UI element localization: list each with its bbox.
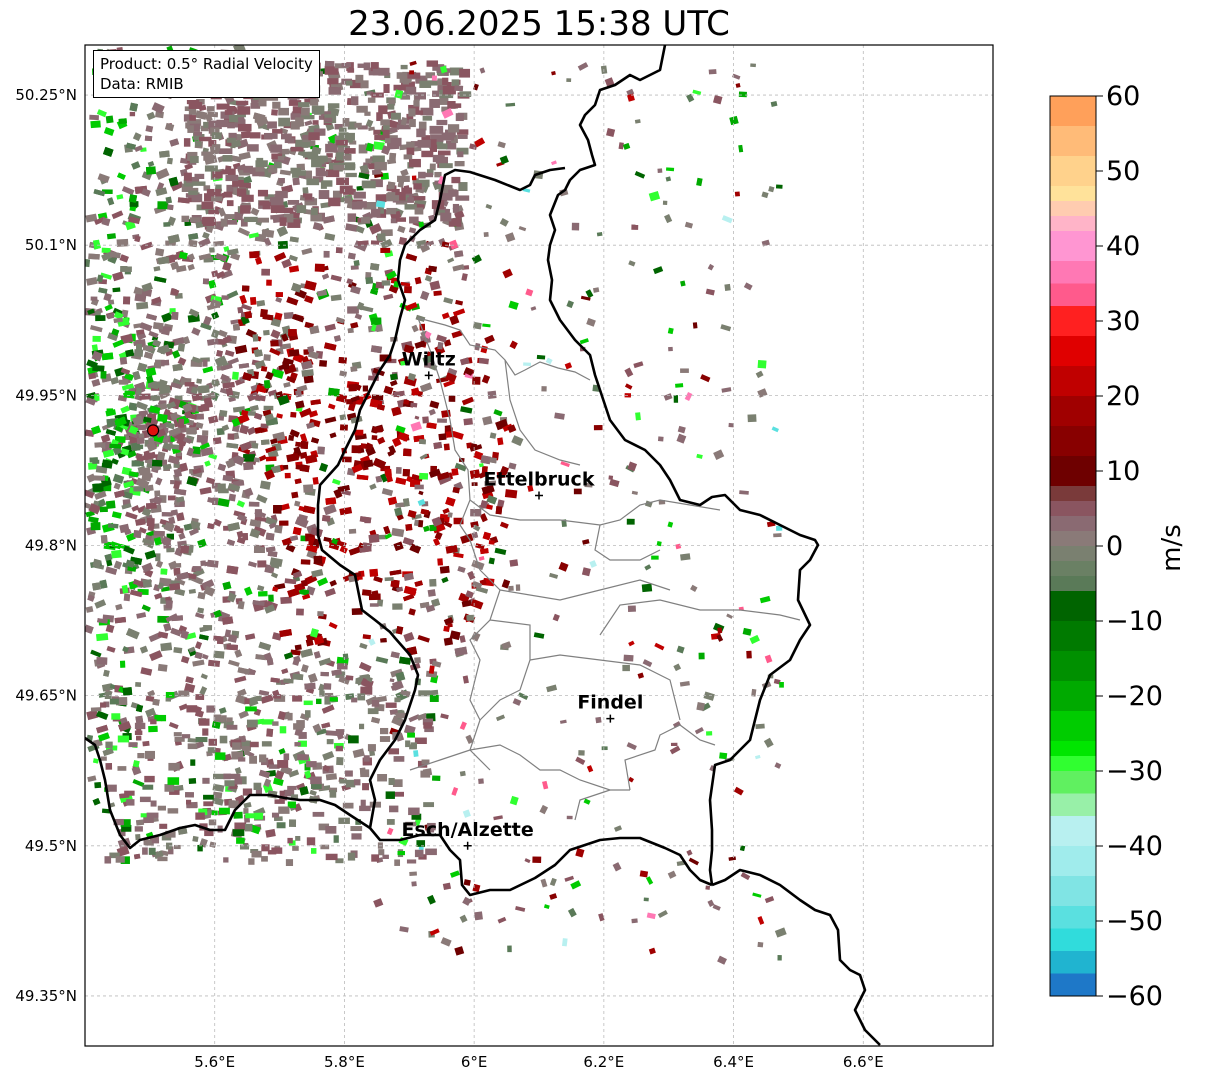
- lat-tick-label: 49.5°N: [25, 837, 77, 855]
- lat-tick-label: 49.65°N: [15, 687, 77, 705]
- lat-tick-label: 50.1°N: [25, 236, 77, 254]
- colorbar-tick-label: −10: [1106, 606, 1163, 637]
- longitude-axis: 5.6°E 5.8°E 6°E 6.2°E 6.4°E 6.6°E: [194, 1053, 883, 1071]
- city-marker: Findel: [577, 692, 643, 723]
- city-label: Wiltz: [402, 348, 456, 370]
- colorbar-tick-label: 0: [1106, 531, 1123, 562]
- colorbar-segment: [1050, 846, 1096, 877]
- map-content: Wiltz Ettelbruck Findel Esch/Alzette: [85, 45, 993, 1046]
- city-label: Esch/Alzette: [402, 819, 534, 841]
- colorbar-segment: [1050, 336, 1096, 367]
- lon-tick-label: 6.6°E: [843, 1053, 884, 1071]
- colorbar-tick-label: 20: [1106, 381, 1140, 412]
- colorbar-segment: [1050, 283, 1096, 307]
- colorbar-segment: [1050, 973, 1096, 997]
- colorbar-tick-label: −20: [1106, 681, 1163, 712]
- gridlines: [85, 45, 993, 1046]
- colorbar-segment: [1050, 816, 1096, 847]
- colorbar-ticks: 60 50 40 30 20 10 0 −10 −20 −30 −40 −50 −60: [1096, 81, 1163, 1012]
- colorbar-segment: [1050, 906, 1096, 929]
- colorbar-tick-label: 60: [1106, 81, 1140, 112]
- colorbar-tick-label: −30: [1106, 756, 1163, 787]
- map-frame: [84, 44, 994, 1047]
- product-label: Product: 0.5° Radial Velocity: [100, 55, 313, 73]
- colorbar-segment: [1050, 561, 1096, 577]
- colorbar-segment: [1050, 231, 1096, 262]
- product-info-box: Product: 0.5° Radial Velocity Data: RMIB: [93, 50, 320, 98]
- city-label: Findel: [577, 692, 643, 714]
- colorbar-segment: [1050, 486, 1096, 502]
- city-marker: Ettelbruck: [484, 468, 595, 500]
- data-source-label: Data: RMIB: [100, 75, 184, 93]
- city-marker: Esch/Alzette: [402, 819, 534, 850]
- colorbar-segment: [1050, 876, 1096, 907]
- city-label: Ettelbruck: [484, 468, 595, 490]
- colorbar-segment: [1050, 621, 1096, 652]
- colorbar-segment: [1050, 306, 1096, 337]
- colorbar-segment: [1050, 261, 1096, 284]
- colorbar-segment: [1050, 366, 1096, 397]
- colorbar-tick-label: 30: [1106, 306, 1140, 337]
- colorbar-segment: [1050, 531, 1096, 547]
- city-cross-icon: [424, 371, 433, 380]
- colorbar-segment: [1050, 741, 1096, 757]
- colorbar-segment: [1050, 156, 1096, 187]
- colorbar-tick-label: −40: [1106, 831, 1163, 862]
- colorbar-tick-label: 10: [1106, 456, 1140, 487]
- colorbar-segment: [1050, 126, 1096, 157]
- latitude-axis: 50.25°N 50.1°N 49.95°N 49.8°N 49.65°N 49.5°N 4…: [15, 86, 77, 1005]
- colorbar-segment: [1050, 591, 1096, 622]
- colorbar-tick-label: −60: [1106, 981, 1163, 1012]
- lat-tick-label: 49.35°N: [15, 987, 77, 1005]
- city-cross-icon: [463, 841, 472, 850]
- radar-site-marker: [147, 424, 160, 437]
- country-borders: [85, 45, 881, 1046]
- map-title: 23.06.2025 15:38 UTC: [348, 4, 730, 44]
- colorbar-segment: [1050, 186, 1096, 202]
- lon-tick-label: 6.4°E: [713, 1053, 754, 1071]
- colorbar-segment: [1050, 681, 1096, 712]
- colorbar-segment: [1050, 756, 1096, 772]
- colorbar-gradient: [1050, 96, 1096, 997]
- city-cross-icon: [606, 714, 615, 723]
- lat-tick-label: 49.8°N: [25, 537, 77, 555]
- colorbar-tick-label: −50: [1106, 906, 1163, 937]
- lon-tick-label: 6°E: [461, 1053, 488, 1071]
- city-markers: Wiltz Ettelbruck Findel Esch/Alzette: [402, 348, 643, 850]
- colorbar-segment: [1050, 516, 1096, 532]
- canton-boundaries: [409, 317, 801, 821]
- colorbar-segment: [1050, 396, 1096, 427]
- colorbar-segment: [1050, 651, 1096, 682]
- lon-tick-label: 6.2°E: [583, 1053, 624, 1071]
- radar-echo-layer: [85, 45, 787, 965]
- colorbar-segment: [1050, 456, 1096, 487]
- colorbar-segment: [1050, 793, 1096, 817]
- lat-tick-label: 49.95°N: [15, 386, 77, 404]
- city-cross-icon: [535, 491, 543, 500]
- colorbar-segment: [1050, 928, 1096, 952]
- colorbar-segment: [1050, 501, 1096, 517]
- colorbar-segment: [1050, 711, 1096, 742]
- colorbar-tick-label: 50: [1106, 156, 1140, 187]
- colorbar-tick-label: 40: [1106, 231, 1140, 262]
- lon-tick-label: 5.6°E: [194, 1053, 235, 1071]
- colorbar-segment: [1050, 546, 1096, 562]
- colorbar-segment: [1050, 951, 1096, 974]
- colorbar-segment: [1050, 216, 1096, 232]
- colorbar-segment: [1050, 201, 1096, 217]
- lon-tick-label: 5.8°E: [324, 1053, 365, 1071]
- colorbar-segment: [1050, 576, 1096, 592]
- city-marker: Wiltz: [402, 348, 456, 380]
- colorbar-segment: [1050, 96, 1096, 127]
- lat-tick-label: 50.25°N: [15, 86, 77, 104]
- colorbar-segment: [1050, 771, 1096, 794]
- colorbar-segment: [1050, 426, 1096, 457]
- colorbar-unit-label: m/s: [1157, 524, 1187, 572]
